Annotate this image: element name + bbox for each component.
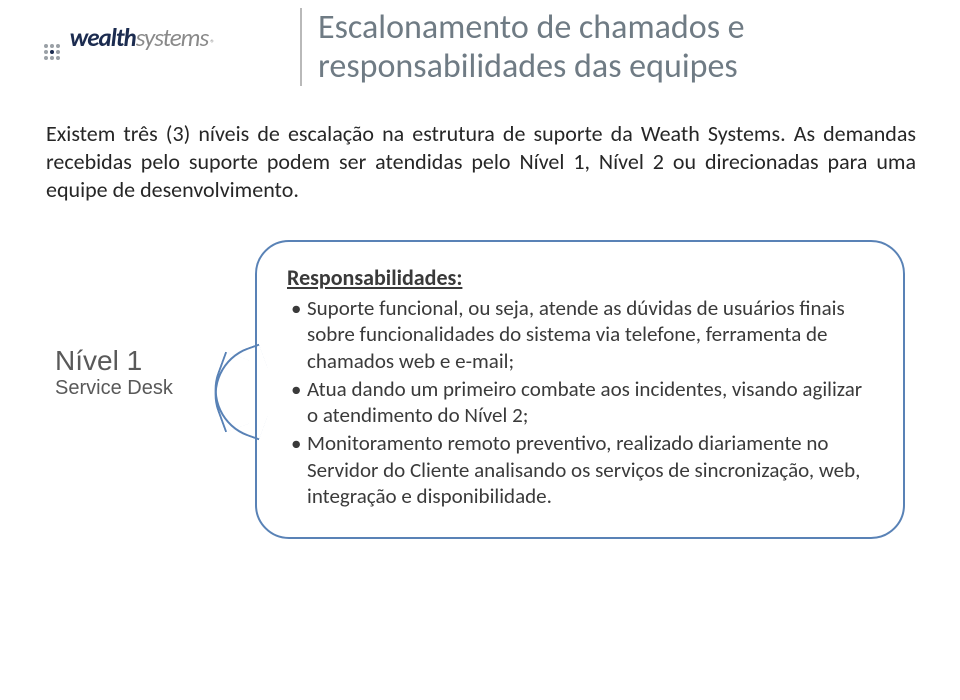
level-main: Nível 1 [55, 345, 173, 377]
responsibilities-heading: Responsabilidades: [287, 264, 873, 291]
logo-dots-icon [44, 44, 60, 60]
level-label-block: Nível 1 Service Desk [55, 345, 173, 400]
slide-title-block: Escalonamento de chamados e responsabili… [300, 8, 745, 86]
logo-text-wealth: wealth [70, 22, 136, 53]
responsibilities-list: Suporte funcional, ou seja, atende as dú… [287, 295, 873, 509]
slide: wealthsystems® Escalonamento de chamados… [0, 0, 960, 700]
logo-wordmark: wealthsystems® [70, 22, 215, 53]
list-item: Atua dando um primeiro combate aos incid… [287, 376, 873, 429]
responsibilities-callout: Responsabilidades: Suporte funcional, ou… [255, 240, 905, 539]
level-sub: Service Desk [55, 377, 173, 400]
list-item: Suporte funcional, ou seja, atende as dú… [287, 295, 873, 374]
logo-text-systems: systems [136, 22, 208, 53]
slide-title-line2: responsabilidades das equipes [318, 46, 738, 87]
slide-title-line1: Escalonamento de chamados e [318, 7, 745, 48]
title-divider [300, 8, 302, 86]
brand-logo: wealthsystems® [44, 22, 264, 58]
intro-paragraph: Existem três (3) níveis de escalação na … [46, 120, 916, 204]
list-item: Monitoramento remoto preventivo, realiza… [287, 430, 873, 509]
logo-registered: ® [210, 38, 214, 49]
slide-title: Escalonamento de chamados e responsabili… [318, 8, 745, 86]
responsibilities-callout-wrap: Responsabilidades: Suporte funcional, ou… [255, 240, 905, 539]
